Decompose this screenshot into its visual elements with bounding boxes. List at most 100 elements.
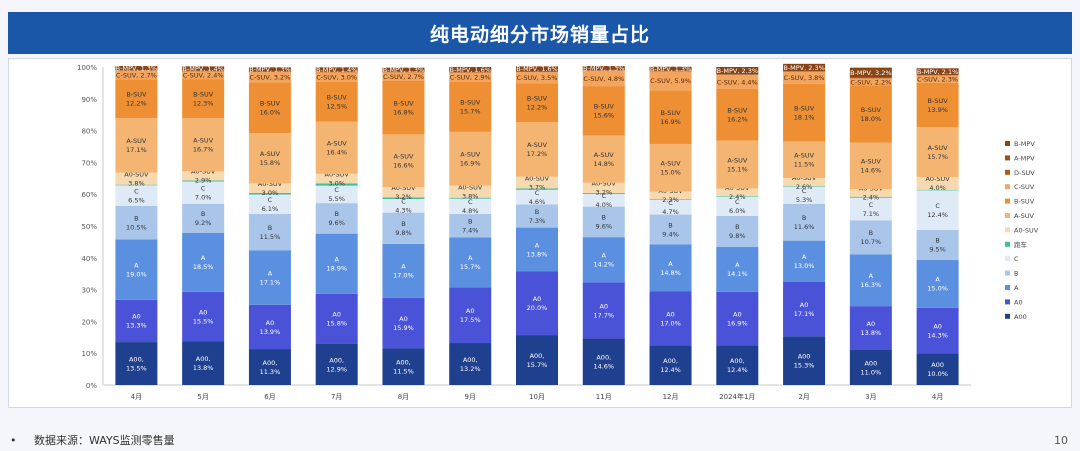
bar-segment-C-SUV: [649, 71, 692, 91]
chart-title-bar: 纯电动细分市场销量占比: [8, 12, 1072, 54]
data-label: C-SUV, 5.9%: [650, 77, 691, 85]
data-label: A00, 11.5%: [393, 359, 414, 376]
bar-segment-B-MPV: [315, 67, 358, 72]
x-tick-label: 4月: [131, 393, 142, 401]
bar-segment-A0: [916, 307, 959, 354]
bar-segment-跑车: [182, 180, 225, 182]
bar-segment-C-SUV: [783, 71, 826, 84]
bar-segment-C: [315, 185, 358, 204]
bar-segment-A0-SUV: [382, 187, 425, 198]
legend-label: A00: [1014, 313, 1027, 321]
bar-segment-A0-SUV: [649, 191, 692, 199]
legend-label: A0: [1014, 298, 1023, 306]
y-tick-label: 60%: [81, 191, 97, 199]
bar-segment-A00: [783, 336, 826, 385]
bar-segment-B-MPV: [449, 67, 492, 73]
data-label: C-SUV, 3.0%: [316, 73, 357, 81]
data-label: B-MPV, 1.4%: [182, 65, 223, 73]
data-label: C 4.3%: [395, 198, 412, 215]
data-label: A 13.8%: [527, 241, 548, 258]
legend-label: B: [1014, 270, 1018, 278]
data-label: A0-SUV 3.0%: [325, 170, 350, 187]
data-label: C-SUV, 2.2%: [850, 78, 891, 86]
bar-segment-B: [582, 206, 625, 238]
y-tick-label: 10%: [81, 350, 97, 358]
data-label: B-SUV 13.9%: [927, 97, 948, 114]
chart-frame: 0% 10% 20% 30% 40% 50% 60% 70% 80% 90% 100% A00, 13.…: [8, 58, 1072, 408]
bar-segment-A0-SUV: [716, 188, 759, 197]
data-label: B-SUV 12.5%: [326, 94, 347, 111]
data-label: B-MPV, 2.3%: [783, 64, 824, 72]
x-tick-label: 6月: [264, 393, 275, 401]
data-label: C 7.1%: [863, 201, 880, 218]
data-label: C-SUV, 3.2%: [249, 73, 290, 81]
data-label: A0-SUV 3.8%: [124, 170, 149, 187]
bar-segment-B-MPV: [248, 67, 291, 72]
bar-segment-A-SUV: [649, 143, 692, 192]
data-label: B-MPV, 2.1%: [917, 68, 958, 76]
data-label: A0-SUV 3.8%: [458, 183, 483, 200]
bar-segment-A0: [115, 299, 158, 343]
bar-segment-A0: [582, 282, 625, 339]
bar-segment-A-SUV: [849, 142, 892, 190]
data-label: C-SUV, 2.7%: [116, 71, 157, 79]
data-label: A0-SUV 3.7%: [525, 174, 550, 191]
legend-swatch-B-SUV: [1005, 198, 1010, 204]
data-label: A00, 13.8%: [193, 355, 214, 372]
data-label: B 9.4%: [662, 221, 679, 238]
legend-label: B-MPV: [1014, 140, 1035, 148]
bar-segment-B: [783, 203, 826, 241]
legend-swatch-跑车: [1005, 241, 1010, 247]
bar-segment-B: [115, 205, 158, 240]
bar-segment-跑车: [582, 192, 625, 194]
data-label: A0 17.5%: [460, 307, 481, 324]
data-label: A00, 14.6%: [593, 354, 614, 371]
data-label: A-SUV 15.1%: [727, 156, 748, 173]
bar-segment-跑车: [382, 197, 425, 199]
bar-segment-A: [649, 244, 692, 292]
bar-segment-B-SUV: [783, 83, 826, 142]
bar-segment-C-SUV: [849, 78, 892, 86]
data-label: B-SUV 16.2%: [727, 107, 748, 124]
data-label: B-SUV 15.7%: [460, 99, 481, 116]
bar-segment-C-SUV: [382, 72, 425, 81]
bar-segment-A-SUV: [315, 121, 358, 174]
data-label: A00, 11.3%: [260, 359, 281, 376]
legend-swatch-B: [1005, 270, 1010, 276]
page-number: 10: [1054, 434, 1068, 447]
bar-segment-跑车: [248, 192, 291, 195]
data-label: B 9.2%: [195, 210, 212, 227]
bar-segment-B: [716, 215, 759, 247]
data-label: A00, 15.7%: [527, 352, 548, 369]
bar-segment-B-MPV: [649, 66, 692, 71]
bar-segment-A00: [649, 345, 692, 385]
bar-segment-C: [582, 193, 625, 207]
bar-segment-B-SUV: [449, 81, 492, 132]
x-tick-label: 9月: [464, 393, 475, 401]
data-label: A-SUV 16.6%: [393, 153, 414, 170]
bar-segment-C: [248, 194, 291, 214]
bar-segment-A00: [849, 350, 892, 385]
bar-segment-A-SUV: [449, 131, 492, 186]
data-label: B 7.3%: [529, 208, 546, 225]
data-label: B-MPV, 1.3%: [583, 64, 624, 72]
data-label: A00, 12.4%: [660, 357, 681, 374]
bar-segment-B-SUV: [516, 83, 558, 123]
legend-swatch-A00: [1005, 313, 1010, 319]
bar-segment-A: [716, 246, 759, 292]
bar-segment-跑车: [449, 197, 492, 199]
bar-segment-A: [248, 250, 291, 305]
bar-segment-A0: [315, 293, 358, 344]
data-label: B 10.5%: [126, 214, 147, 231]
bar-segment-B-MPV: [115, 66, 158, 71]
bar-segment-A0: [716, 291, 759, 346]
legend-swatch-A0: [1005, 299, 1010, 305]
legend-swatch-A0-SUV: [1005, 227, 1010, 233]
legend-label: A: [1014, 284, 1019, 292]
legend-swatch-C-SUV: [1005, 184, 1010, 190]
bar-segment-A-SUV: [582, 135, 625, 183]
x-tick-label: 10月: [529, 393, 545, 401]
legend-swatch-A-SUV: [1005, 213, 1010, 218]
data-label: C-SUV, 2.3%: [917, 76, 958, 84]
data-label: A00, 13.5%: [126, 355, 147, 372]
